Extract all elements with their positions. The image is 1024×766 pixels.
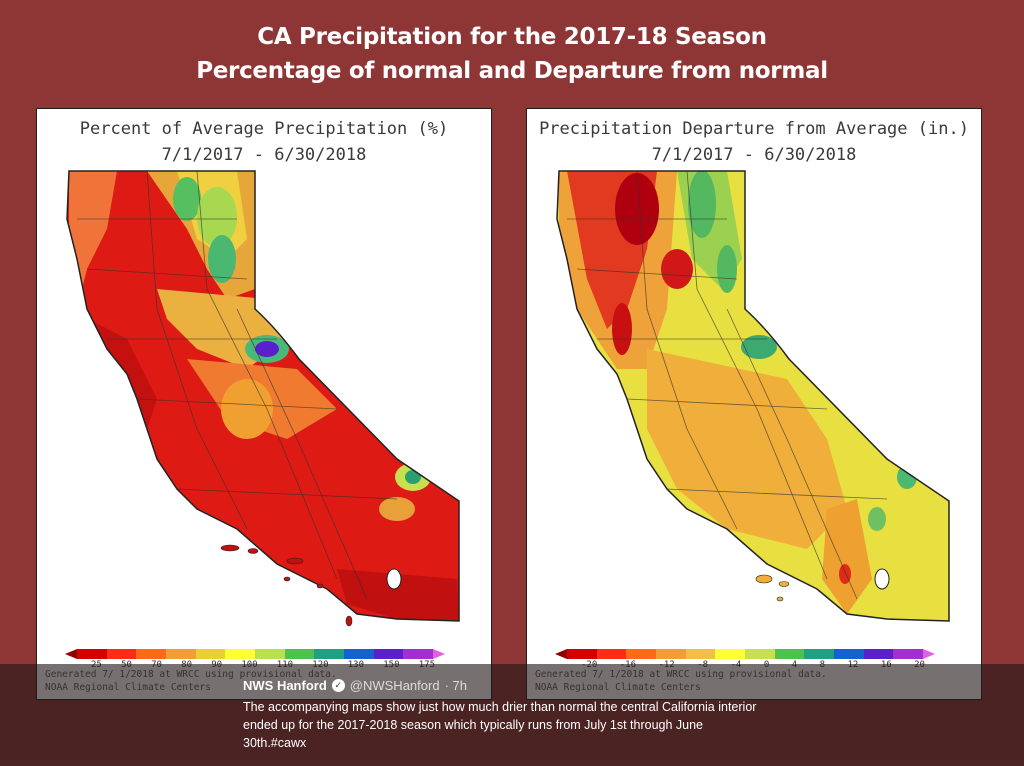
tweet-text: The accompanying maps show just how much… [243, 700, 757, 750]
legend-swatch [567, 649, 597, 659]
legend-swatch [774, 649, 805, 659]
tweet-author-handle[interactable]: @NWSHanford [349, 678, 440, 693]
map-title: Percent of Average Precipitation (%) [79, 119, 449, 139]
legend-cap-right [923, 649, 936, 659]
tweet-overlay [0, 664, 1024, 766]
legend-swatch [284, 649, 315, 659]
legend-swatch [373, 649, 404, 659]
legend-swatch [225, 649, 256, 659]
legend-swatch [745, 649, 775, 659]
legend-cap-left [555, 649, 567, 659]
legend-cap-left [65, 649, 77, 659]
percent-of-average-map-panel: Percent of Average Precipitation (%) 7/1… [36, 108, 492, 700]
map-date-range: 7/1/2017 - 6/30/2018 [161, 145, 367, 165]
legend-colorbar [65, 649, 446, 659]
legend-swatch [195, 649, 226, 659]
departure-from-average-map-panel: Precipitation Departure from Average (in… [526, 108, 982, 700]
legend-swatch [344, 649, 374, 659]
tweet-header: NWS Hanford ✓ @NWSHanford · 7h [243, 678, 467, 693]
legend-swatch [863, 649, 894, 659]
legend-swatch [893, 649, 924, 659]
legend-swatch [715, 649, 746, 659]
tweet-author-name[interactable]: NWS Hanford [243, 678, 327, 693]
legend-swatch [77, 649, 107, 659]
tweet-timestamp[interactable]: · 7h [444, 678, 467, 693]
legend-swatch [685, 649, 716, 659]
map-date-range: 7/1/2017 - 6/30/2018 [651, 145, 857, 165]
legend-swatch [166, 649, 196, 659]
legend-swatch [255, 649, 285, 659]
legend-swatch [834, 649, 864, 659]
map-footer-generated: Generated 7/ 1/2018 at WRCC using provis… [45, 669, 337, 680]
verified-badge-icon: ✓ [331, 679, 345, 692]
california-percent-map [66, 170, 460, 627]
legend-swatch [136, 649, 167, 659]
legend-colorbar [555, 649, 936, 659]
legend-swatch [626, 649, 657, 659]
legend-swatch [403, 649, 434, 659]
map-footer-generated: Generated 7/ 1/2018 at WRCC using provis… [535, 669, 827, 680]
map-footer-source: NOAA Regional Climate Centers [535, 682, 701, 693]
legend-swatch [596, 649, 627, 659]
california-departure-map [556, 170, 950, 622]
slide-title-line1: CA Precipitation for the 2017-18 Season [257, 24, 767, 50]
legend-swatch [804, 649, 835, 659]
map-footer-source: NOAA Regional Climate Centers [45, 682, 211, 693]
slide-title-line2: Percentage of normal and Departure from … [196, 58, 828, 84]
legend-swatch [106, 649, 137, 659]
legend-cap-right [433, 649, 446, 659]
legend-swatch [314, 649, 345, 659]
legend-swatch [656, 649, 686, 659]
map-title: Precipitation Departure from Average (in… [539, 119, 969, 139]
